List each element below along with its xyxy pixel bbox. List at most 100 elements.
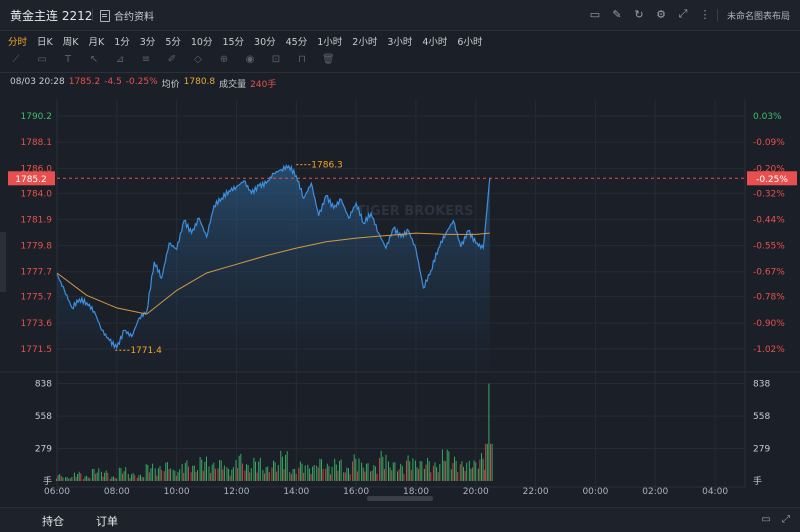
gear-icon[interactable]: ⚙: [656, 7, 666, 21]
arrow-tool-icon[interactable]: ↖: [89, 54, 99, 65]
lock-icon[interactable]: ⊡: [271, 54, 281, 65]
volume-bar: [253, 457, 255, 481]
volume-bar: [147, 465, 149, 481]
volume-bar: [448, 451, 450, 481]
period-15[interactable]: 6小时: [457, 37, 483, 48]
volume-bar: [414, 460, 416, 481]
period-3[interactable]: 月K: [88, 37, 105, 48]
volume-bar: [87, 477, 89, 481]
measure-tool-icon[interactable]: ⊕: [219, 54, 229, 65]
period-0[interactable]: 分时: [8, 37, 28, 48]
line-tool-icon[interactable]: ⟋: [12, 54, 20, 65]
volume-bar: [68, 478, 70, 481]
volume-bar: [385, 454, 387, 481]
chart-scroll-handle[interactable]: [367, 496, 433, 501]
period-13[interactable]: 3小时: [387, 37, 413, 48]
volume-bar: [298, 467, 300, 481]
volume-bar: [89, 478, 91, 481]
tab-orders[interactable]: 订单: [96, 515, 118, 528]
period-7[interactable]: 10分: [190, 37, 213, 48]
edit-icon[interactable]: ✎: [612, 7, 622, 21]
volume-bar: [295, 473, 297, 481]
volume-bar: [237, 468, 239, 481]
magnet-icon[interactable]: ⊓: [298, 54, 306, 65]
volume-bar: [389, 467, 391, 481]
period-10[interactable]: 45分: [285, 37, 308, 48]
volume-bar: [450, 469, 452, 481]
volume-bar: [356, 471, 358, 481]
volume-bar: [470, 468, 472, 481]
period-4[interactable]: 1分: [114, 37, 130, 48]
instrument-title[interactable]: 黄金主连 2212: [10, 9, 93, 23]
volume-bar: [488, 383, 490, 481]
y-tick-label: 1788.1: [21, 138, 53, 148]
shape-tool-icon[interactable]: ◇: [194, 54, 202, 65]
x-tick-label: 02:00: [642, 487, 668, 497]
refresh-icon[interactable]: ↻: [634, 7, 644, 21]
ruler-tool-icon[interactable]: ⊿: [115, 54, 125, 65]
volume-bar: [268, 472, 270, 481]
pct-tick-label: -0.78%: [753, 293, 785, 303]
period-14[interactable]: 4小时: [422, 37, 448, 48]
side-panel-toggle[interactable]: [0, 232, 6, 292]
period-bar: 分时 日K 周K 月K 1分 3分 5分 10分 15分 30分 45分 1小时 2小时 3小时 4小时 6小…: [0, 30, 800, 50]
price-area: [57, 165, 490, 371]
volume-bar: [199, 457, 201, 481]
volume-bar: [468, 460, 470, 481]
period-5[interactable]: 3分: [139, 37, 156, 48]
fullscreen-icon[interactable]: ⤢: [678, 7, 688, 20]
volume-bar: [491, 443, 493, 481]
title-divider: [92, 9, 93, 21]
visibility-icon[interactable]: ◉: [245, 54, 255, 65]
volume-bar: [475, 462, 477, 481]
tab-positions[interactable]: 持仓: [42, 515, 64, 528]
period-12[interactable]: 2小时: [352, 37, 378, 48]
volume-bar: [337, 470, 339, 481]
volume-bar: [159, 466, 161, 481]
volume-bar: [464, 471, 466, 481]
volume-bar: [434, 462, 436, 481]
contract-info-label: 合约资料: [114, 12, 154, 23]
volume-bar: [256, 472, 258, 481]
trash-icon[interactable]: 🗑: [322, 54, 335, 65]
volume-bar: [328, 466, 330, 481]
rect-tool-icon[interactable]: ▭: [37, 54, 47, 65]
volume-bar: [479, 459, 481, 481]
volume-bar: [382, 456, 384, 481]
volume-bar: [283, 469, 285, 481]
period-1[interactable]: 日K: [37, 37, 53, 48]
period-2[interactable]: 周K: [62, 37, 79, 48]
volume-bar: [132, 472, 134, 481]
screen-icon[interactable]: ▭: [589, 7, 601, 21]
volume-bar: [383, 469, 385, 481]
text-tool-icon[interactable]: T: [64, 54, 72, 65]
y-tick-label: 1784.0: [21, 189, 53, 199]
contract-info-link[interactable]: 合约资料: [100, 8, 154, 23]
pct-tick-label: -0.32%: [753, 189, 785, 199]
volume-bar: [136, 478, 138, 481]
volume-bar: [316, 465, 318, 481]
period-8[interactable]: 15分: [222, 37, 245, 48]
fib-tool-icon[interactable]: ≡: [141, 54, 151, 65]
period-11[interactable]: 1小时: [317, 37, 343, 48]
volume-bar: [437, 472, 439, 481]
volume-bar: [60, 475, 62, 481]
window-icon[interactable]: ▭: [761, 514, 771, 525]
volume-bar: [56, 478, 57, 481]
more-icon[interactable]: ⋮: [699, 7, 711, 21]
layout-name[interactable]: 未命名图表布局: [726, 12, 790, 22]
volume-bar: [223, 465, 225, 481]
period-9[interactable]: 30分: [254, 37, 276, 48]
volume-bar: [276, 471, 278, 481]
toolbar-divider: [717, 9, 718, 21]
volume-bar: [452, 463, 454, 481]
volume-bar: [281, 456, 283, 481]
volume-bar: [231, 469, 233, 481]
period-6[interactable]: 5分: [165, 37, 181, 48]
pen-tool-icon[interactable]: ✐: [167, 54, 177, 65]
expand-icon[interactable]: ⤢: [782, 514, 790, 525]
volume-bar: [364, 471, 366, 481]
volume-bar: [259, 457, 261, 481]
volume-bar: [220, 460, 222, 481]
